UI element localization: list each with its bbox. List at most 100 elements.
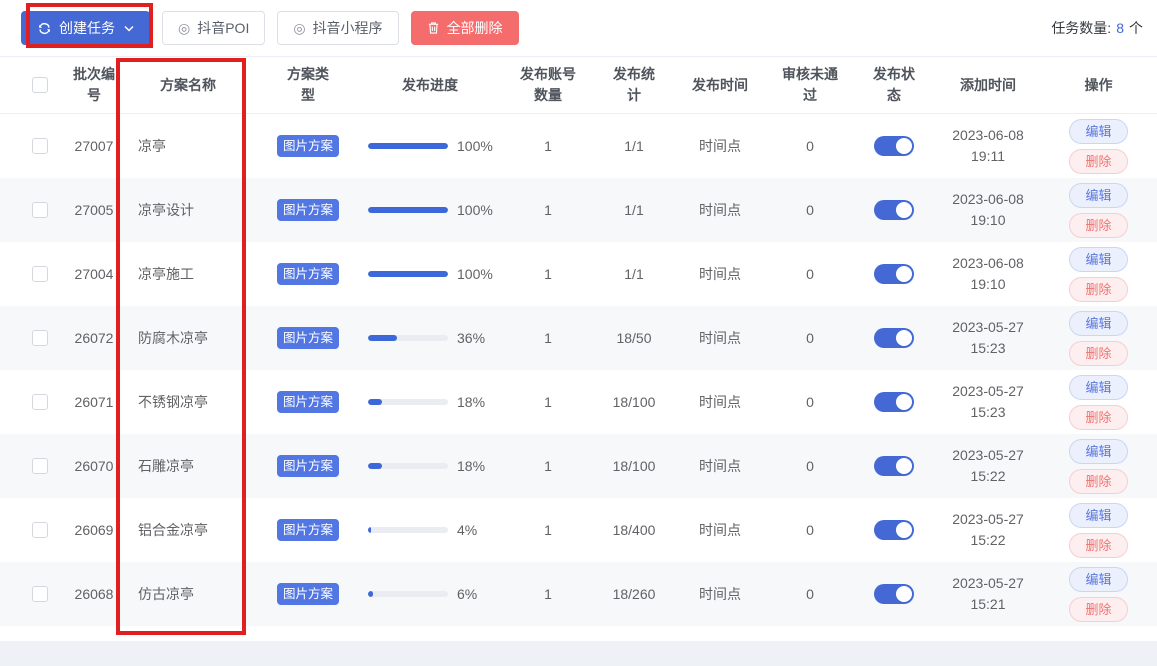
row-checkbox[interactable] xyxy=(32,138,48,154)
status-toggle[interactable] xyxy=(874,328,914,348)
edit-button[interactable]: 编辑 xyxy=(1069,566,1128,592)
account-count-cell: 1 xyxy=(544,330,552,346)
edit-button[interactable]: 编辑 xyxy=(1069,438,1128,464)
status-toggle[interactable] xyxy=(874,264,914,284)
plan-type-badge: 图片方案 xyxy=(276,390,339,414)
progress-percent-label: 100% xyxy=(457,266,493,282)
progress-bar-fill xyxy=(368,271,448,277)
plan-type-cell: 图片方案 xyxy=(256,454,360,478)
status-toggle[interactable] xyxy=(874,200,914,220)
edit-button[interactable]: 编辑 xyxy=(1069,310,1128,336)
toggle-knob xyxy=(896,330,912,346)
publish-status-cell xyxy=(852,328,936,348)
publish-stats-cell: 1/1 xyxy=(624,138,644,154)
added-clock: 15:23 xyxy=(970,340,1006,356)
added-date: 2023-05-27 xyxy=(952,447,1024,463)
publish-progress-cell: 100% xyxy=(360,266,500,282)
batch-number-cell: 26070 xyxy=(74,458,114,474)
publish-progress-cell: 18% xyxy=(360,458,500,474)
batch-number-cell: 26069 xyxy=(74,522,114,538)
column-header: 方案名称 xyxy=(160,76,216,93)
actions-cell: 编辑 删除 xyxy=(1040,182,1157,238)
delete-button[interactable]: 删除 xyxy=(1069,340,1128,366)
plan-name-cell: 不锈钢凉亭 xyxy=(138,394,208,410)
delete-button[interactable]: 删除 xyxy=(1069,276,1128,302)
progress-percent-label: 18% xyxy=(457,394,486,410)
publish-time-cell: 时间点 xyxy=(699,394,741,410)
edit-button[interactable]: 编辑 xyxy=(1069,246,1128,272)
create-task-button[interactable]: 创建任务 xyxy=(21,11,150,45)
select-all-cell xyxy=(12,77,68,93)
table-row: 26070 石雕凉亭 图片方案 18% 1 18/100 时间点 0 2023-… xyxy=(0,434,1157,498)
delete-button[interactable]: 删除 xyxy=(1069,468,1128,494)
added-clock: 19:11 xyxy=(971,148,1005,164)
account-count-cell: 1 xyxy=(544,266,552,282)
account-count-cell: 1 xyxy=(544,202,552,218)
delete-button[interactable]: 删除 xyxy=(1069,148,1128,174)
checkbox-cell xyxy=(12,266,68,282)
plan-type-cell: 图片方案 xyxy=(256,390,360,414)
publish-time-cell: 时间点 xyxy=(699,586,741,602)
plan-name-cell: 石雕凉亭 xyxy=(138,458,194,474)
plan-name-cell: 凉亭施工 xyxy=(138,266,194,282)
added-date: 2023-06-08 xyxy=(952,255,1024,271)
toggle-knob xyxy=(896,458,912,474)
added-time-cell: 2023-06-08 19:10 xyxy=(936,253,1040,295)
edit-button[interactable]: 编辑 xyxy=(1069,118,1128,144)
actions-cell: 编辑 删除 xyxy=(1040,502,1157,558)
added-clock: 19:10 xyxy=(970,212,1006,228)
delete-all-button[interactable]: 全部删除 xyxy=(410,11,519,45)
added-time-cell: 2023-06-08 19:11 xyxy=(936,125,1040,167)
status-toggle[interactable] xyxy=(874,392,914,412)
select-all-checkbox[interactable] xyxy=(32,77,48,93)
progress-bar-fill xyxy=(368,399,383,405)
progress-bar-fill xyxy=(368,591,373,597)
progress-bar xyxy=(368,463,448,469)
row-checkbox[interactable] xyxy=(32,522,48,538)
plan-name-cell: 仿古凉亭 xyxy=(138,586,194,602)
status-toggle[interactable] xyxy=(874,520,914,540)
edit-button[interactable]: 编辑 xyxy=(1069,502,1128,528)
delete-button[interactable]: 删除 xyxy=(1069,596,1128,622)
row-checkbox[interactable] xyxy=(32,458,48,474)
added-date: 2023-06-08 xyxy=(952,191,1024,207)
review-failed-cell: 0 xyxy=(806,266,814,282)
delete-button[interactable]: 删除 xyxy=(1069,212,1128,238)
toggle-knob xyxy=(896,586,912,602)
bullseye-icon: ◎ xyxy=(178,20,191,36)
edit-button[interactable]: 编辑 xyxy=(1069,374,1128,400)
task-count-unit: 个 xyxy=(1129,20,1143,36)
delete-button[interactable]: 删除 xyxy=(1069,404,1128,430)
checkbox-cell xyxy=(12,202,68,218)
table-row: 26071 不锈钢凉亭 图片方案 18% 1 18/100 时间点 0 2023… xyxy=(0,370,1157,434)
added-time-cell: 2023-05-27 15:23 xyxy=(936,317,1040,359)
publish-progress-cell: 100% xyxy=(360,202,500,218)
row-checkbox[interactable] xyxy=(32,330,48,346)
create-task-label: 创建任务 xyxy=(59,20,115,36)
edit-button[interactable]: 编辑 xyxy=(1069,182,1128,208)
plan-type-cell: 图片方案 xyxy=(256,134,360,158)
publish-stats-cell: 18/50 xyxy=(616,330,652,346)
plan-type-cell: 图片方案 xyxy=(256,326,360,350)
publish-progress-cell: 6% xyxy=(360,586,500,602)
douyin-miniprogram-button[interactable]: ◎ 抖音小程序 xyxy=(277,11,399,45)
status-toggle[interactable] xyxy=(874,584,914,604)
row-checkbox[interactable] xyxy=(32,202,48,218)
toggle-knob xyxy=(896,138,912,154)
sync-arrows-icon xyxy=(37,21,52,36)
account-count-cell: 1 xyxy=(544,522,552,538)
status-toggle[interactable] xyxy=(874,136,914,156)
status-toggle[interactable] xyxy=(874,456,914,476)
row-checkbox[interactable] xyxy=(32,586,48,602)
batch-number-cell: 27007 xyxy=(74,138,114,154)
douyin-poi-button[interactable]: ◎ 抖音POI xyxy=(162,11,266,45)
row-checkbox[interactable] xyxy=(32,266,48,282)
task-count-value: 8 xyxy=(1116,20,1124,36)
plan-type-badge: 图片方案 xyxy=(276,198,339,222)
column-header: 发布状态 xyxy=(873,66,915,103)
publish-stats-cell: 18/100 xyxy=(612,394,656,410)
delete-button[interactable]: 删除 xyxy=(1069,532,1128,558)
row-checkbox[interactable] xyxy=(32,394,48,410)
publish-time-cell: 时间点 xyxy=(699,138,741,154)
column-header: 发布时间 xyxy=(692,76,748,93)
